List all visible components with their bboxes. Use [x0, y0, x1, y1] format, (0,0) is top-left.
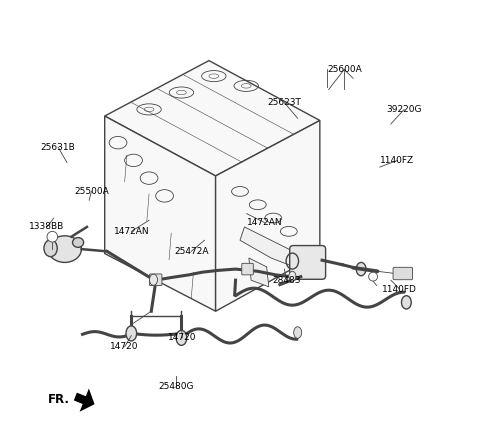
Text: 28483: 28483: [272, 275, 301, 285]
Text: 14720: 14720: [168, 333, 197, 342]
FancyBboxPatch shape: [393, 267, 413, 280]
Text: 1472AN: 1472AN: [113, 227, 149, 236]
Ellipse shape: [72, 238, 84, 247]
Text: 1472AN: 1472AN: [247, 218, 282, 227]
Text: 25631B: 25631B: [41, 142, 75, 152]
Polygon shape: [105, 61, 320, 176]
Text: 14720: 14720: [110, 342, 139, 351]
FancyBboxPatch shape: [242, 263, 253, 275]
Text: 25472A: 25472A: [174, 247, 208, 256]
Polygon shape: [216, 121, 320, 311]
Ellipse shape: [401, 295, 411, 309]
Ellipse shape: [356, 263, 366, 276]
Ellipse shape: [44, 240, 57, 257]
Text: 39220G: 39220G: [386, 105, 422, 114]
Ellipse shape: [48, 236, 82, 263]
Text: 1140FD: 1140FD: [382, 284, 417, 294]
Ellipse shape: [149, 274, 157, 285]
Circle shape: [369, 272, 377, 281]
Ellipse shape: [294, 327, 301, 338]
Ellipse shape: [289, 271, 296, 281]
Polygon shape: [249, 258, 269, 287]
Text: 25600A: 25600A: [327, 65, 361, 74]
Text: 1140FZ: 1140FZ: [381, 156, 415, 165]
Text: 25500A: 25500A: [74, 187, 109, 196]
Text: FR.: FR.: [48, 393, 71, 406]
Circle shape: [47, 231, 58, 242]
Ellipse shape: [126, 326, 137, 341]
FancyBboxPatch shape: [149, 274, 162, 286]
Text: 1338BB: 1338BB: [29, 222, 65, 231]
Text: 25623T: 25623T: [267, 98, 301, 107]
FancyBboxPatch shape: [290, 246, 325, 279]
Text: 25480G: 25480G: [158, 382, 193, 391]
Polygon shape: [105, 116, 216, 311]
Polygon shape: [240, 227, 302, 269]
Ellipse shape: [176, 330, 187, 345]
